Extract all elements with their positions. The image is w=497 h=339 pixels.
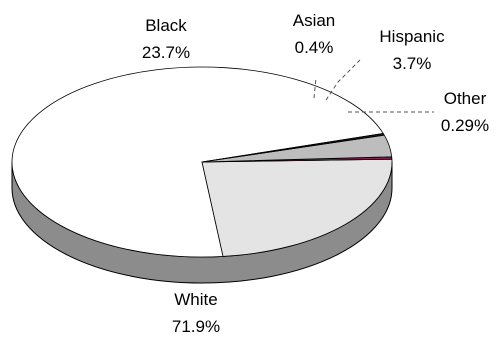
pie-top-layer (11, 66, 393, 258)
slice-label-black: Black (145, 16, 187, 35)
slice-label-group-other: Other 0.29% (441, 89, 489, 135)
slice-value-white: 71.9% (172, 317, 220, 336)
pie-slice-white (11, 66, 384, 258)
slice-value-hispanic: 3.7% (393, 54, 432, 73)
slice-label-group-hispanic: Hispanic 3.7% (379, 27, 445, 73)
pie-slice-other (201, 133, 385, 163)
slice-label-other: Other (444, 89, 487, 108)
slice-label-group-asian: Asian 0.4% (293, 11, 336, 57)
slice-label-hispanic: Hispanic (379, 27, 445, 46)
leader-line-asian (313, 77, 317, 99)
slice-label-group-white: White 71.9% (172, 290, 220, 336)
slice-value-asian: 0.4% (295, 38, 334, 57)
slice-label-white: White (174, 290, 217, 309)
slice-label-asian: Asian (293, 11, 336, 30)
slice-value-other: 0.29% (441, 116, 489, 135)
leader-line-hispanic (325, 59, 361, 101)
pie-slice-black (201, 158, 393, 257)
slice-label-group-black: Black 23.7% (142, 16, 190, 62)
slice-labels: White 71.9% Black 23.7% Asian 0.4% Hispanic 3.7… (142, 11, 489, 336)
slice-value-black: 23.7% (142, 43, 190, 62)
leader-lines (313, 59, 434, 113)
